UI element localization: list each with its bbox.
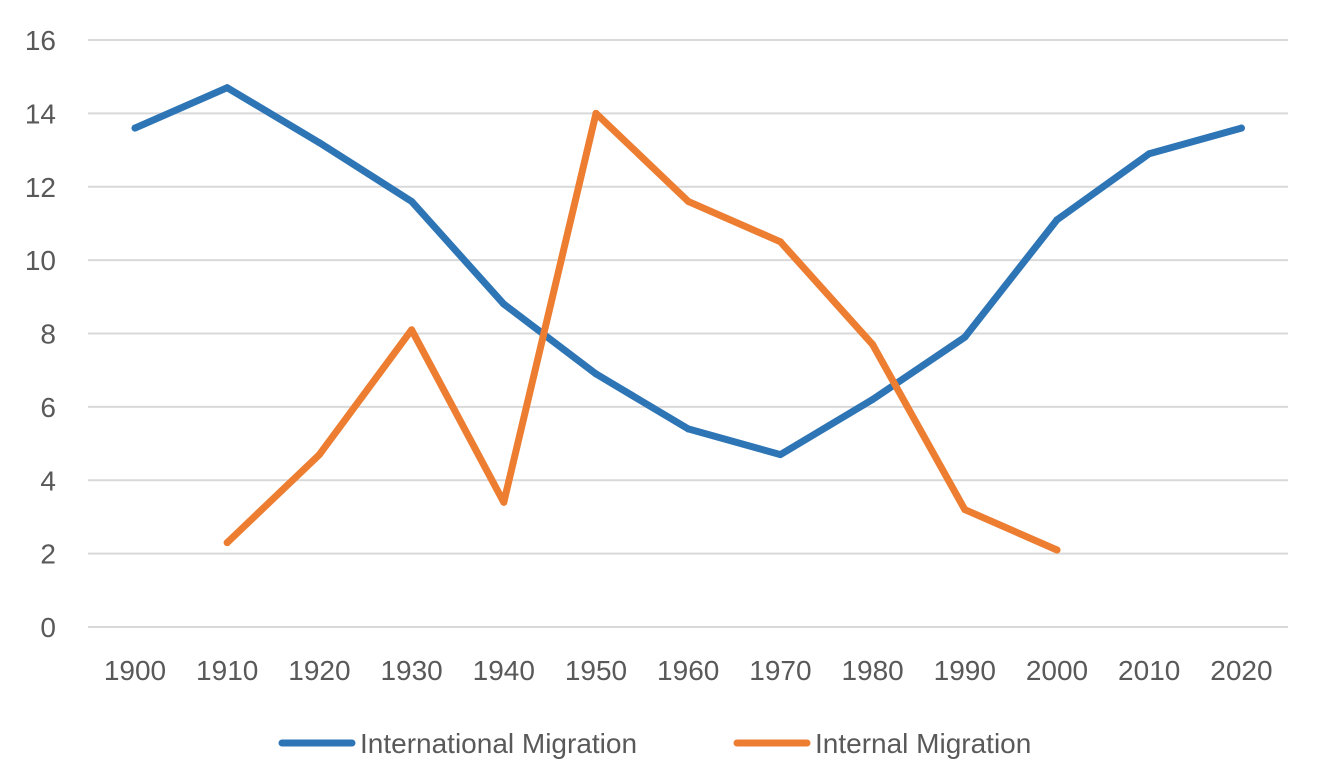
data-point (500, 300, 508, 308)
data-point (684, 425, 692, 433)
x-tick-label: 1930 (380, 655, 442, 686)
series-line-internal-migration (223, 109, 1061, 554)
x-tick-label: 1910 (196, 655, 258, 686)
data-point (1053, 546, 1061, 554)
data-point (869, 341, 877, 349)
x-tick-label: 2020 (1210, 655, 1272, 686)
y-tick-label: 16 (25, 25, 56, 56)
y-tick-label: 4 (40, 465, 56, 496)
data-point (315, 451, 323, 459)
data-point (869, 396, 877, 404)
y-tick-label: 2 (40, 539, 56, 570)
data-point (1053, 216, 1061, 224)
y-tick-label: 12 (25, 172, 56, 203)
x-tick-label: 2010 (1118, 655, 1180, 686)
x-tick-label: 1970 (749, 655, 811, 686)
y-tick-label: 8 (40, 319, 56, 350)
x-tick-label: 1940 (473, 655, 535, 686)
data-point (408, 197, 416, 205)
gridlines (88, 39, 1288, 628)
data-point (961, 333, 969, 341)
x-axis-tick-labels: 1900 1910 1920 1930 1940 1950 1960 1970 1980 1990… (104, 655, 1273, 686)
y-tick-label: 10 (25, 245, 56, 276)
data-point (592, 370, 600, 378)
data-point (223, 539, 231, 547)
x-tick-label: 1950 (565, 655, 627, 686)
legend-label: International Migration (360, 728, 637, 759)
data-point (961, 506, 969, 514)
x-tick-label: 1960 (657, 655, 719, 686)
data-point (408, 326, 416, 334)
y-axis-tick-labels: 0 2 4 6 8 10 12 14 16 (25, 25, 56, 643)
data-point (500, 498, 508, 506)
data-point (131, 124, 139, 132)
x-tick-label: 1980 (841, 655, 903, 686)
data-point (592, 109, 600, 117)
data-point (315, 139, 323, 147)
y-tick-label: 0 (40, 612, 56, 643)
data-point (776, 451, 784, 459)
legend: International Migration Internal Migratio… (278, 728, 1031, 759)
data-point (684, 197, 692, 205)
x-tick-label: 2000 (1026, 655, 1088, 686)
x-tick-label: 1990 (934, 655, 996, 686)
series-line-international-migration (131, 84, 1245, 459)
data-point (223, 84, 231, 92)
y-tick-label: 14 (25, 98, 56, 129)
series-lines (131, 84, 1245, 554)
x-tick-label: 1920 (288, 655, 350, 686)
data-point (1237, 124, 1245, 132)
y-tick-label: 6 (40, 392, 56, 423)
legend-label: Internal Migration (815, 728, 1031, 759)
data-point (776, 238, 784, 246)
x-tick-label: 1900 (104, 655, 166, 686)
data-point (1145, 150, 1153, 158)
